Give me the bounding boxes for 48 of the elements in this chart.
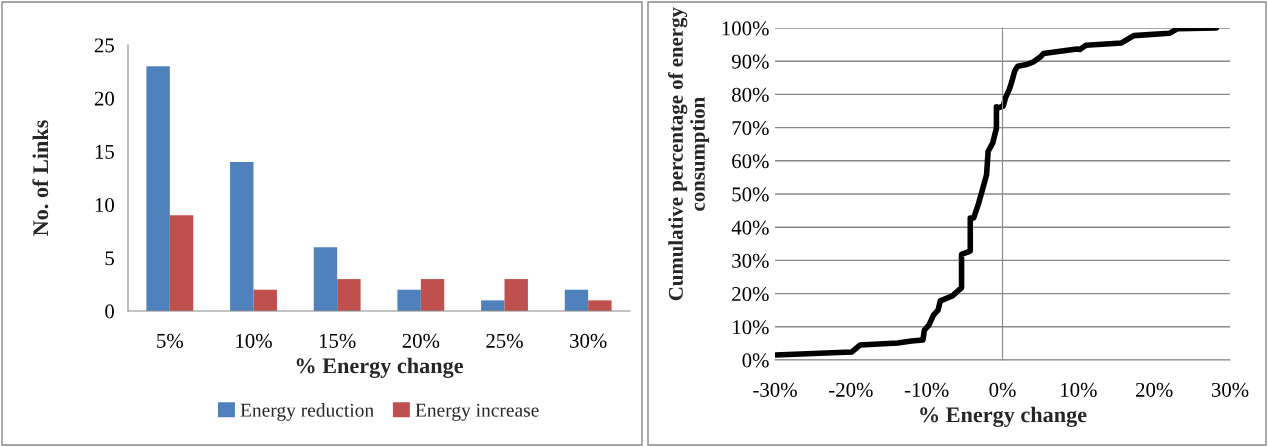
y-tick-label: 70% [732, 120, 769, 136]
x-tick-label: 20% [1135, 382, 1173, 397]
bar [564, 289, 589, 311]
x-tick-label: 30% [570, 333, 607, 348]
x-tick-label: -30% [753, 382, 797, 397]
bar [397, 289, 421, 311]
y-tick-label: 25 [94, 38, 114, 53]
bar [588, 300, 612, 311]
x-axis-title: % Energy change [296, 357, 463, 378]
x-tick-label: 5% [157, 333, 184, 348]
y-tick-label: 10% [733, 320, 769, 335]
bar [313, 247, 338, 311]
bar [481, 300, 505, 311]
x-tick-label: 0% [989, 382, 1016, 397]
x-axis-title: % Energy change [920, 406, 1087, 427]
y-tick-label: 50% [732, 187, 769, 202]
y-axis-title: No. of Links [32, 120, 49, 236]
bar [169, 215, 194, 311]
x-tick-label: 15% [319, 333, 356, 348]
y-tick-label: 20% [732, 286, 769, 302]
y-tick-label: 0 [105, 304, 115, 319]
x-tick-label: 30% [1211, 382, 1249, 397]
y-tick-label: 0% [742, 353, 769, 368]
bar [253, 289, 277, 311]
y-tick-label: 80% [732, 87, 769, 102]
y-tick-label: 60% [732, 154, 769, 169]
bar [420, 279, 445, 311]
y-tick-label: 30% [732, 253, 769, 268]
legend-label: Energy increase [415, 403, 539, 421]
x-tick-label: -20% [829, 382, 873, 397]
bar [146, 66, 170, 311]
x-tick-label: -10% [904, 382, 949, 397]
y-tick-label: 40% [731, 220, 769, 235]
legend-label: Energy reduction [240, 403, 374, 421]
y-tick-label: 10 [95, 197, 115, 213]
x-tick-label: 10% [1061, 382, 1097, 397]
y-tick-label: 15 [95, 144, 114, 159]
bar [230, 162, 254, 311]
x-tick-label: 10% [236, 333, 272, 348]
y-tick-label: 20 [94, 91, 115, 106]
y-tick-label: 5 [105, 251, 114, 266]
bar [504, 279, 528, 311]
x-tick-label: 25% [486, 333, 523, 348]
bar [337, 279, 361, 311]
y-tick-label: 100% [722, 21, 769, 36]
y-axis-title: Cumulative percentage of energy consumption [668, 7, 710, 301]
x-tick-label: 20% [402, 333, 440, 348]
y-tick-label: 90% [731, 54, 769, 69]
